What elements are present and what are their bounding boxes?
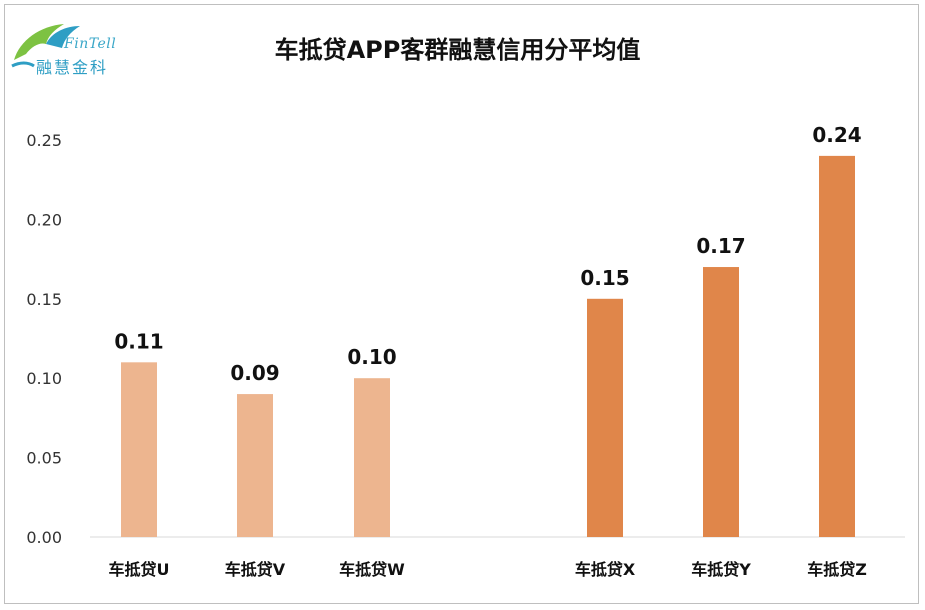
x-category-label: 车抵贷X xyxy=(575,560,636,579)
x-category-label: 车抵贷Z xyxy=(807,560,867,579)
data-label: 0.10 xyxy=(347,345,396,369)
y-tick-label: 0.20 xyxy=(26,210,62,229)
data-label: 0.24 xyxy=(812,123,861,147)
dolphin-icon xyxy=(11,24,80,68)
y-tick-label: 0.25 xyxy=(26,131,62,150)
y-tick-label: 0.00 xyxy=(26,528,62,547)
chart-title: 车抵贷APP客群融慧信用分平均值 xyxy=(274,36,641,64)
logo-text-cn: 融慧金科 xyxy=(36,58,109,77)
logo-text-en: FinTell xyxy=(64,36,117,52)
bar-1 xyxy=(121,362,157,537)
bar-6 xyxy=(819,155,855,537)
data-label: 0.09 xyxy=(230,361,279,385)
y-tick-label: 0.10 xyxy=(26,369,62,388)
data-label: 0.15 xyxy=(580,266,629,290)
data-label: 0.17 xyxy=(696,234,745,258)
y-tick-label: 0.05 xyxy=(26,449,62,468)
bar-4 xyxy=(587,298,623,537)
bar-5 xyxy=(703,267,739,537)
fintell-logo: FinTell 融慧金科 xyxy=(6,10,126,77)
bar-3 xyxy=(354,378,390,537)
x-category-label: 车抵贷U xyxy=(109,560,170,579)
data-label: 0.11 xyxy=(114,329,163,353)
x-category-label: 车抵贷W xyxy=(339,560,405,579)
x-category-label: 车抵贷Y xyxy=(691,560,751,579)
x-category-label: 车抵贷V xyxy=(225,560,286,579)
y-tick-label: 0.15 xyxy=(26,290,62,309)
bar-2 xyxy=(237,394,273,537)
